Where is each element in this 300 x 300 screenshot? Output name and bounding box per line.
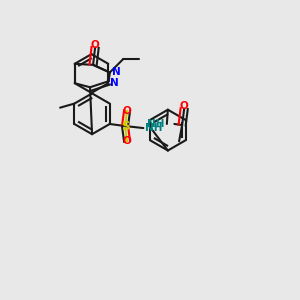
Text: NH: NH bbox=[147, 119, 164, 129]
Text: NH: NH bbox=[145, 123, 162, 133]
Text: O: O bbox=[91, 40, 100, 50]
Text: O: O bbox=[180, 101, 189, 111]
Text: N: N bbox=[112, 67, 121, 77]
Text: N: N bbox=[110, 78, 119, 88]
Text: O: O bbox=[123, 136, 131, 146]
Text: O: O bbox=[123, 106, 131, 116]
Text: S: S bbox=[121, 119, 129, 133]
